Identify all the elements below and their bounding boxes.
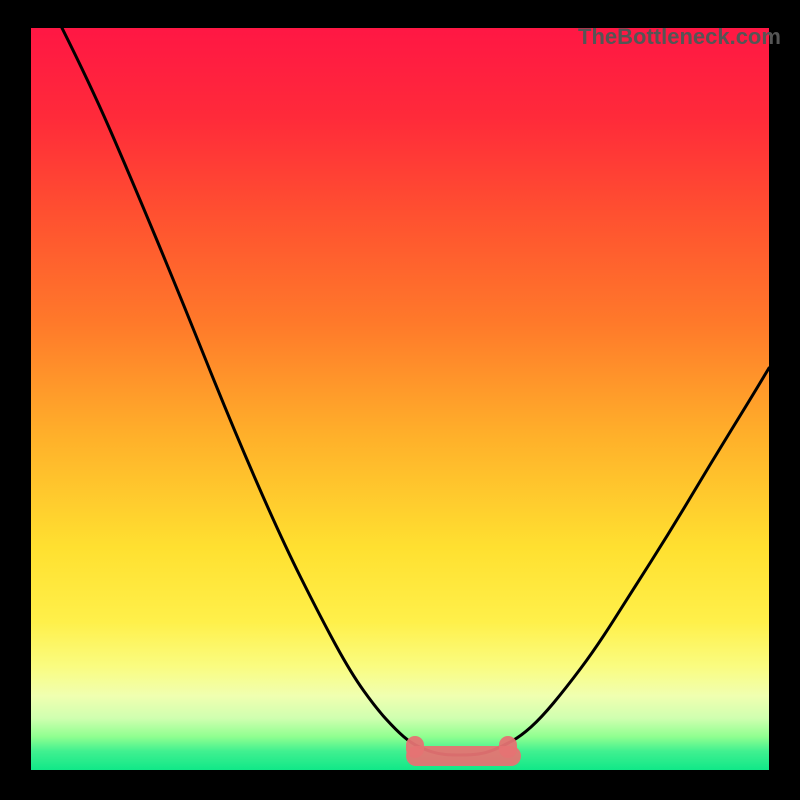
optimal-range-left-nub (406, 736, 424, 758)
plot-area (31, 28, 769, 770)
chart-container: TheBottleneck.com (0, 0, 800, 800)
watermark-text: TheBottleneck.com (578, 24, 781, 50)
bottleneck-curve (31, 28, 769, 770)
optimal-range-right-nub (499, 736, 517, 758)
